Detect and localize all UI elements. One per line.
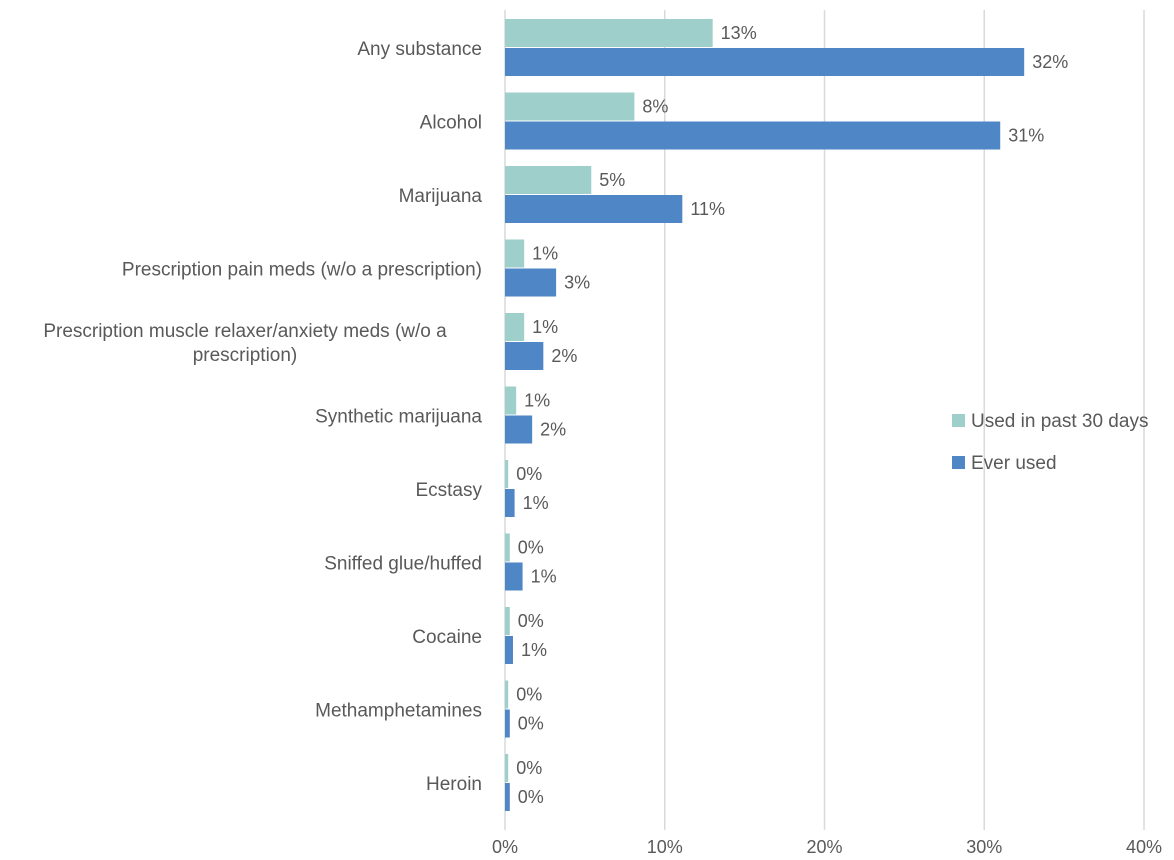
data-label: 11% xyxy=(690,199,725,219)
bar-past-30-days xyxy=(505,313,525,341)
data-label: 0% xyxy=(518,787,544,807)
category-label: Prescription pain meds (w/o a prescripti… xyxy=(122,260,482,281)
data-label: 0% xyxy=(518,714,544,734)
data-label: 0% xyxy=(518,611,544,631)
data-label: 1% xyxy=(521,640,547,660)
bar-ever-used xyxy=(505,489,515,517)
bar-past-30-days xyxy=(505,239,525,268)
data-label: 2% xyxy=(540,420,566,440)
legend-swatch xyxy=(952,456,965,469)
category-label: Ecstasy xyxy=(415,480,482,501)
data-label: 0% xyxy=(516,758,542,778)
bar-past-30-days xyxy=(505,533,510,562)
bar-ever-used xyxy=(505,268,557,297)
category-label: Methamphetamines xyxy=(315,701,482,722)
value-axis: 0% 10% 20% 30% 40% xyxy=(492,837,1162,857)
x-tick-label: 0% xyxy=(492,837,518,857)
legend-label: Used in past 30 days xyxy=(971,411,1148,432)
x-tick-label: 10% xyxy=(647,837,683,857)
bar-ever-used xyxy=(505,783,510,811)
bar-past-30-days xyxy=(505,680,509,709)
category-label: Heroin xyxy=(426,774,482,795)
category-label: Marijuana xyxy=(399,186,483,207)
category-label: Alcohol xyxy=(420,113,482,134)
bar-ever-used xyxy=(505,121,1001,150)
bar-ever-used xyxy=(505,562,523,591)
legend: Used in past 30 days Ever used xyxy=(952,411,1148,474)
data-label: 0% xyxy=(516,464,542,484)
x-tick-label: 30% xyxy=(966,837,1002,857)
data-label: 5% xyxy=(599,170,625,190)
bar-ever-used xyxy=(505,342,544,370)
data-label: 8% xyxy=(642,97,668,117)
data-labels: 13% 32% 8% 31% 5% 11% 1% 3% 1% 2% 1% 2% 0% 1% 0% 1% 0% 1%… xyxy=(516,23,1068,807)
bars xyxy=(505,19,1025,811)
category-label: Sniffed glue/huffed xyxy=(324,554,482,575)
legend-swatch xyxy=(952,414,965,427)
legend-label: Ever used xyxy=(971,453,1057,474)
data-label: 1% xyxy=(532,317,558,337)
data-label: 0% xyxy=(518,538,544,558)
data-label: 1% xyxy=(524,391,550,411)
bar-ever-used xyxy=(505,709,510,738)
bar-past-30-days xyxy=(505,166,592,194)
bar-past-30-days xyxy=(505,386,517,415)
bar-ever-used xyxy=(505,48,1025,76)
bar-past-30-days xyxy=(505,19,713,47)
data-label: 0% xyxy=(516,685,542,705)
category-label: Prescription muscle relaxer/anxiety meds… xyxy=(43,321,447,366)
category-axis: Any substance Alcohol Marijuana Prescriptio… xyxy=(43,39,482,795)
bar-ever-used xyxy=(505,415,533,444)
data-label: 2% xyxy=(551,346,577,366)
data-label: 31% xyxy=(1008,126,1044,146)
category-label: Cocaine xyxy=(412,627,482,648)
data-label: 1% xyxy=(523,493,549,513)
bar-past-30-days xyxy=(505,460,509,488)
category-label: Synthetic marijuana xyxy=(315,407,482,428)
bar-ever-used xyxy=(505,636,513,664)
category-label: Any substance xyxy=(357,39,482,60)
data-label: 13% xyxy=(721,23,757,43)
x-tick-label: 40% xyxy=(1126,837,1162,857)
data-label: 1% xyxy=(532,244,558,264)
bar-past-30-days xyxy=(505,92,635,121)
data-label: 3% xyxy=(564,273,590,293)
bar-ever-used xyxy=(505,195,683,223)
data-label: 32% xyxy=(1032,52,1068,72)
data-label: 1% xyxy=(531,567,557,587)
bar-past-30-days xyxy=(505,754,509,782)
x-tick-label: 20% xyxy=(806,837,842,857)
bar-past-30-days xyxy=(505,607,510,635)
